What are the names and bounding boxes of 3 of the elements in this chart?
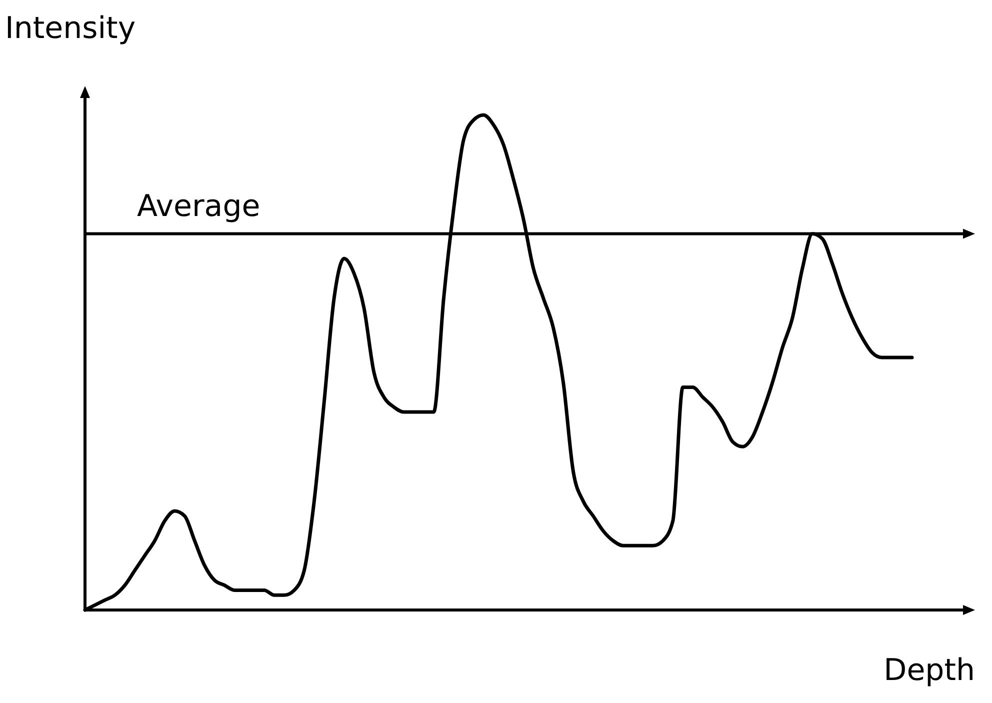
ref-line-label: Average <box>137 188 260 224</box>
x-axis-title: Depth <box>884 653 975 688</box>
y-axis-title: Intensity <box>5 11 136 46</box>
